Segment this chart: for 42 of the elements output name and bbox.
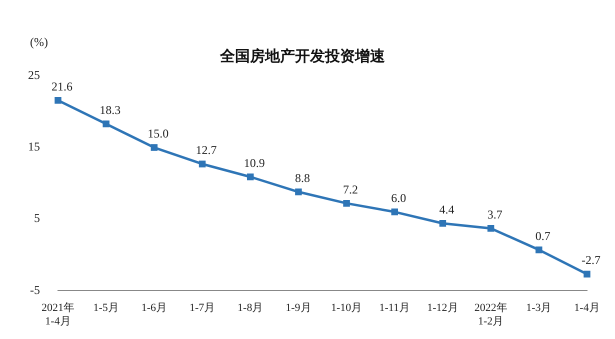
data-label: 4.4 (439, 202, 454, 216)
point (54, 96, 62, 104)
data-label: 12.7 (196, 142, 217, 157)
x-tick-label: 1-3月 (526, 302, 552, 314)
chart-title: 全国房地产开发投资增速 (219, 46, 386, 65)
point (246, 173, 254, 180)
point (487, 224, 494, 232)
x-tick-label: 1-10月 (330, 302, 362, 314)
data-label: 21.6 (52, 79, 72, 94)
x-tick-label: 1-12月 (427, 302, 458, 314)
point (295, 188, 302, 196)
data-label: 3.7 (487, 207, 502, 222)
y-tick-label: 15 (28, 140, 40, 154)
point (343, 200, 350, 207)
x-tick-label: 2022年 1-2月 (474, 302, 508, 328)
data-label: 15.0 (148, 126, 169, 141)
y-tick-label: 5 (34, 211, 40, 226)
data-label: 18.3 (100, 102, 121, 117)
point (584, 270, 590, 278)
point (439, 220, 446, 227)
data-label: 10.9 (244, 156, 265, 170)
x-tick-label: 1-11月 (379, 302, 410, 314)
point (102, 120, 110, 128)
y-tick-label: -5 (30, 282, 40, 297)
data-label: 8.8 (294, 170, 310, 185)
x-tick-label: 1-6月 (141, 302, 168, 314)
point (198, 160, 206, 168)
data-label: 0.7 (535, 228, 550, 243)
x-tick-label: 2021年 1-4月 (42, 302, 74, 328)
point (391, 208, 398, 216)
y-axis-title: (%) (30, 35, 48, 49)
point (150, 144, 158, 151)
data-label: -2.7 (582, 253, 600, 268)
x-tick-label: 1-4月 (574, 302, 600, 314)
x-tick-label: 1-7月 (189, 302, 216, 314)
x-tick-label: 1-9月 (286, 302, 312, 314)
point (536, 246, 542, 254)
data-label: 7.2 (343, 182, 358, 196)
y-tick-label: 25 (28, 68, 40, 82)
x-tick-label: 1-5月 (93, 302, 119, 314)
x-tick-label: 1-8月 (238, 302, 264, 314)
data-label: 6.0 (391, 190, 406, 205)
